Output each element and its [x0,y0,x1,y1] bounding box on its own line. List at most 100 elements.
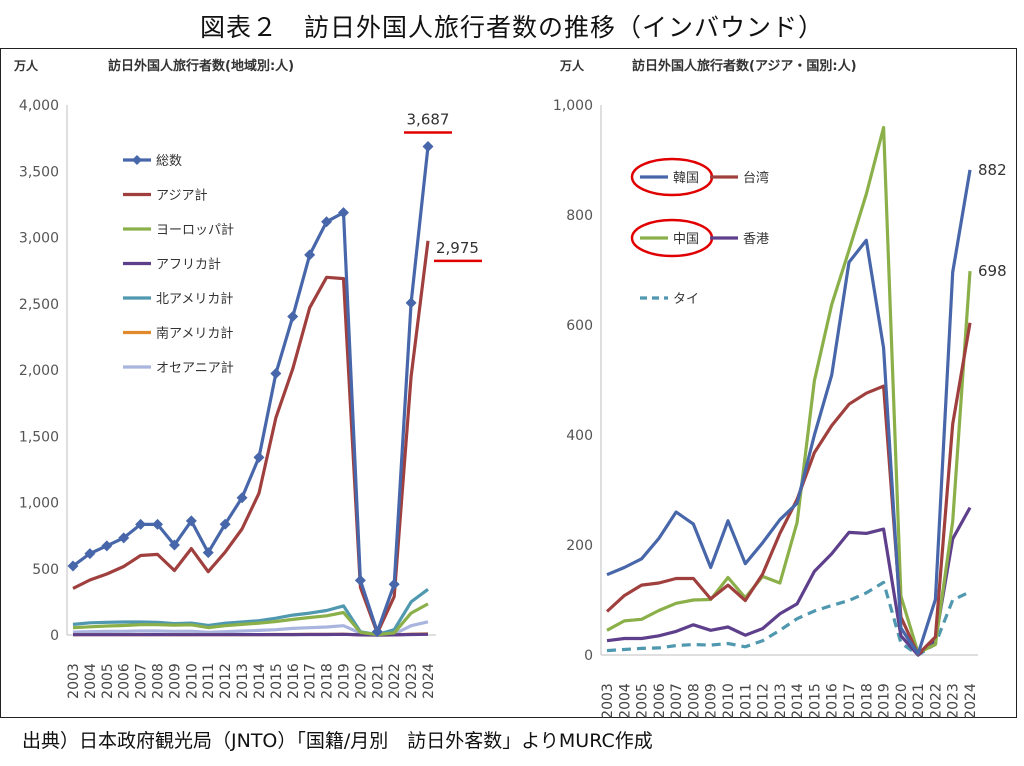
x-tick-label: 2004 [617,683,633,718]
x-tick-label: 2018 [320,663,336,699]
legend-label: 中国 [673,232,699,247]
source-note: 出典）日本政府観光局（JNTO）「国籍/月別 訪日外客数」よりMURC作成 [22,730,653,752]
y-tick-label: 3,500 [19,164,59,180]
data-point-marker [118,532,130,544]
x-tick-label: 2008 [151,663,167,699]
y-tick-label: 3,000 [19,231,59,247]
y-tick-label: 600 [566,318,593,334]
data-point-marker [270,367,282,379]
x-tick-label: 2014 [252,663,268,699]
x-tick-label: 2024 [963,683,979,718]
data-point-marker [371,626,383,638]
x-tick-label: 2019 [877,683,893,718]
x-tick-label: 2011 [201,663,217,699]
series-line-ヨーロッパ計 [72,602,429,637]
data-point-marker [135,518,147,530]
legend-label: オセアニア計 [156,360,234,376]
data-point-marker [152,518,164,530]
annotation-label: 698 [978,262,1007,280]
series-line-アジア計 [72,240,430,635]
x-tick-label: 2009 [704,683,720,718]
x-tick-label: 2015 [269,663,285,699]
legend-label: タイ [673,292,699,307]
y-tick-label: 2,000 [19,363,59,379]
data-point-marker [422,140,434,152]
annotation-label: 882 [978,161,1007,179]
x-tick-label: 2020 [894,683,910,718]
series-line-総数 [72,146,430,634]
series-line-台湾 [605,322,972,657]
y-tick-label: 200 [566,538,593,554]
chart-title: 訪日外国人旅行者数(アジア・国別:人) [632,58,857,74]
x-tick-label: 2011 [738,683,754,718]
series-line-タイ [606,580,971,657]
x-tick-label: 2004 [83,663,99,699]
x-tick-label: 2013 [773,683,789,718]
x-tick-label: 2009 [167,663,183,699]
legend-label: 北アメリカ計 [156,291,233,307]
x-tick-label: 2024 [421,663,437,699]
y-tick-label: 4,000 [19,98,59,114]
x-tick-label: 2018 [859,683,875,718]
legend-marker [132,155,142,165]
data-point-marker [388,578,400,590]
x-tick-label: 2012 [756,683,772,718]
data-point-marker [354,574,366,586]
y-tick-label: 800 [566,208,593,224]
series-line-韓国 [606,169,972,656]
x-tick-label: 2005 [100,663,116,699]
data-point-marker [304,249,316,261]
x-tick-label: 2016 [825,683,841,718]
x-tick-label: 2007 [134,663,150,699]
x-tick-label: 2023 [404,663,420,699]
x-tick-label: 2010 [721,683,737,718]
legend-label: ヨーロッパ計 [156,222,234,238]
y-tick-label: 0 [50,628,59,644]
left-chart: 万人 訪日外国人旅行者数(地域別:人) 0 500 1,000 1,500 2,000 2,5… [13,58,482,699]
data-point-marker [337,207,349,219]
figure-title: 図表２ 訪日外国人旅行者数の推移（インバウンド） [199,13,824,42]
x-tick-label: 2023 [946,683,962,718]
x-tick-label: 2013 [235,663,251,699]
x-tick-label: 2017 [842,683,858,718]
data-point-marker [321,216,333,228]
series-line-中国 [606,125,972,655]
x-tick-label: 2006 [117,663,133,699]
x-tick-label: 2015 [807,683,823,718]
x-tick-label: 2020 [353,663,369,699]
x-tick-label: 2008 [686,683,702,718]
x-tick-label: 2003 [66,663,82,699]
data-point-marker [236,492,248,504]
data-point-marker [253,451,265,463]
y-tick-label: 1,500 [19,429,59,445]
y-tick-label: 2,500 [19,297,59,313]
y-tick-label: 400 [566,428,593,444]
chart-frame [0,48,1017,718]
x-tick-label: 2003 [600,683,616,718]
data-point-marker [84,548,96,560]
right-chart: 万人 訪日外国人旅行者数(アジア・国別:人) 0 200 400 600 800 1,000 2… [553,58,1007,718]
annotation-label: 2,975 [436,239,479,257]
series-line-香港 [606,506,972,657]
legend-label: 南アメリカ計 [156,326,233,342]
x-tick-label: 2022 [928,683,944,718]
data-point-marker [202,547,214,559]
data-point-marker [185,515,197,527]
chart-title: 訪日外国人旅行者数(地域別:人) [108,58,294,74]
legend-label: 香港 [743,232,769,247]
legend-label: アフリカ計 [156,257,221,273]
data-point-marker [67,560,79,572]
y-tick-label: 1,000 [553,98,593,114]
x-tick-label: 2016 [286,663,302,699]
data-point-marker [287,310,299,322]
x-tick-label: 2014 [790,683,806,718]
legend-label: 台湾 [743,170,769,186]
x-tick-label: 2012 [218,663,234,699]
x-tick-label: 2017 [303,663,319,699]
legend-label: 韓国 [673,171,699,186]
x-tick-label: 2021 [911,683,927,718]
x-tick-label: 2021 [370,663,386,699]
x-tick-label: 2005 [635,683,651,718]
data-point-marker [219,518,231,530]
